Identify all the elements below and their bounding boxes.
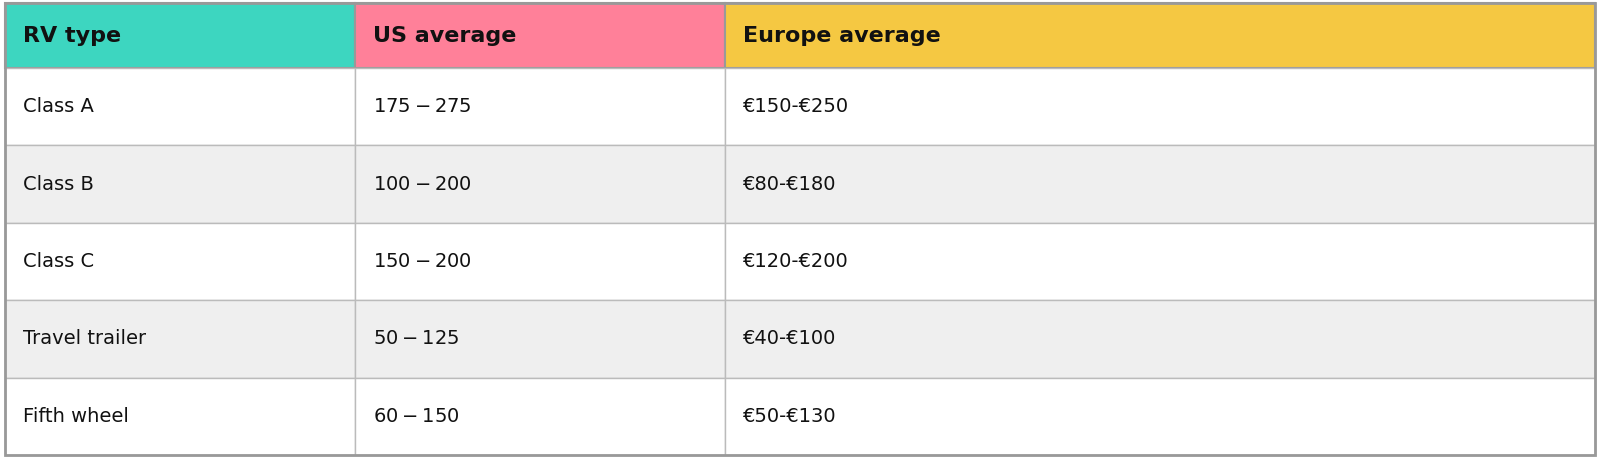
Text: US average: US average <box>373 26 517 45</box>
Text: Europe average: Europe average <box>742 26 941 45</box>
Bar <box>725 68 1595 145</box>
Bar <box>5 300 355 377</box>
Bar <box>355 300 725 377</box>
Bar <box>725 3 1595 68</box>
Bar <box>355 68 725 145</box>
Text: $100-$200: $100-$200 <box>373 174 472 194</box>
Bar <box>725 145 1595 223</box>
Text: €80-€180: €80-€180 <box>742 174 837 194</box>
Text: €120-€200: €120-€200 <box>742 252 848 271</box>
Bar <box>725 300 1595 377</box>
Text: $60-$150: $60-$150 <box>373 407 459 426</box>
Text: $150-$200: $150-$200 <box>373 252 472 271</box>
Text: Class C: Class C <box>22 252 94 271</box>
Text: RV type: RV type <box>22 26 122 45</box>
Bar <box>5 145 355 223</box>
Bar <box>725 377 1595 455</box>
Bar <box>355 145 725 223</box>
Bar <box>355 3 725 68</box>
Text: $50-$125: $50-$125 <box>373 329 459 349</box>
Bar <box>725 223 1595 300</box>
Bar <box>5 377 355 455</box>
Text: Travel trailer: Travel trailer <box>22 329 146 349</box>
Text: Class A: Class A <box>22 97 94 116</box>
Bar <box>5 68 355 145</box>
Text: €40-€100: €40-€100 <box>742 329 837 349</box>
Text: Class B: Class B <box>22 174 94 194</box>
Bar <box>5 223 355 300</box>
Text: €50-€130: €50-€130 <box>742 407 837 426</box>
Bar <box>5 3 355 68</box>
Text: €150-€250: €150-€250 <box>742 97 850 116</box>
Text: Fifth wheel: Fifth wheel <box>22 407 130 426</box>
Bar <box>355 377 725 455</box>
Bar <box>355 223 725 300</box>
Text: $175-$275: $175-$275 <box>373 97 472 116</box>
